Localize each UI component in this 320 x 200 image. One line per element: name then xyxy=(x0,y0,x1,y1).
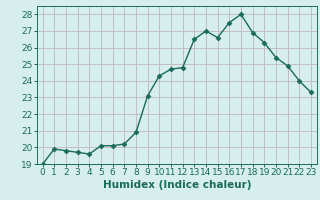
X-axis label: Humidex (Indice chaleur): Humidex (Indice chaleur) xyxy=(102,180,251,190)
